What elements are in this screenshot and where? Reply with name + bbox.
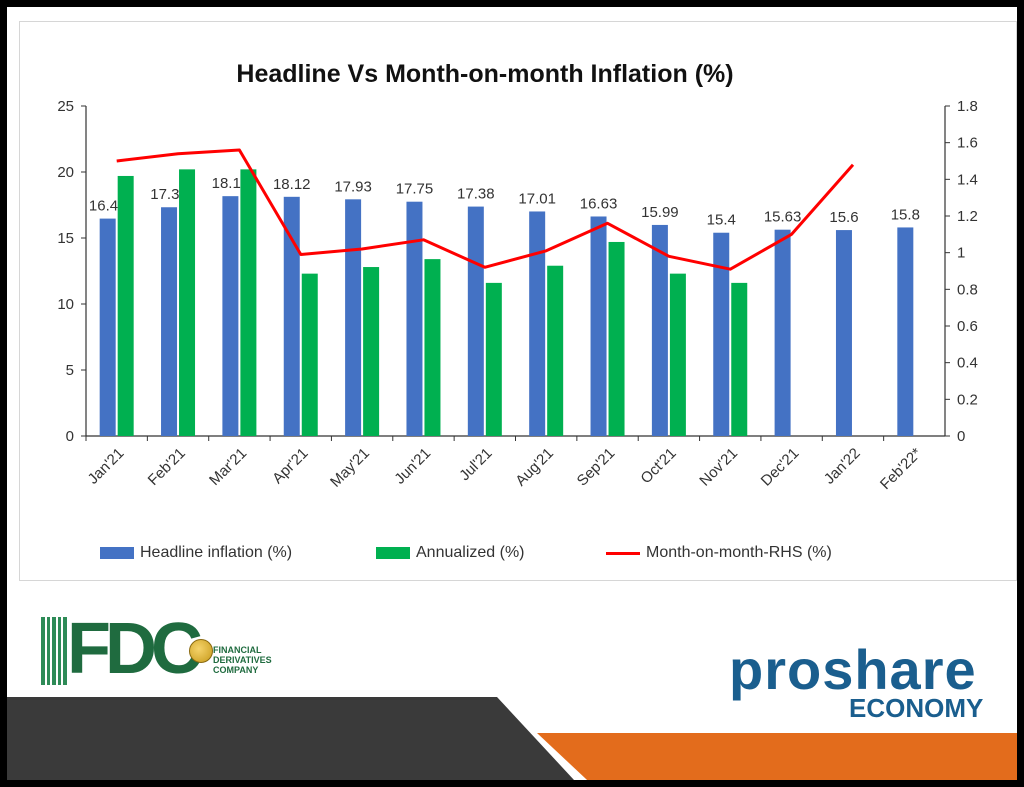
- right-tick-label: 1: [957, 245, 965, 262]
- fdc-logo-bars: [41, 617, 67, 685]
- x-tick-label: Nov'21: [696, 445, 741, 490]
- legend-headline-swatch: [100, 547, 134, 559]
- chart-panel: Headline Vs Month-on-month Inflation (%)…: [19, 21, 1017, 581]
- right-tick-label: 1.8: [957, 98, 978, 115]
- right-tick-label: 0.8: [957, 281, 978, 298]
- annualized-bar: [301, 273, 318, 436]
- headline-bar: [161, 207, 178, 436]
- headline-data-label: 16.63: [580, 195, 618, 212]
- headline-bar: [651, 224, 668, 436]
- proshare-logo-wordmark: proshare: [729, 638, 977, 701]
- chart-svg: 0 5 10 15 20 25 0 0.2 0.4 0.6 0.8 1 1.2 1.4 1.6 1.8 16.4…: [57, 98, 978, 493]
- x-tick-label: Apr'21: [269, 445, 311, 487]
- x-tick-label: Jul'21: [456, 445, 495, 484]
- legend-annualized-label: Annualized (%): [416, 544, 525, 561]
- fdc-logo: FDC FINANCIAL DERIVATIVES COMPANY: [41, 609, 281, 699]
- x-tick-label: May'21: [327, 445, 373, 491]
- headline-data-label: 16.47: [89, 198, 127, 215]
- right-tick-label: 1.4: [957, 171, 978, 188]
- legend-mom-label: Month-on-month-RHS (%): [646, 544, 832, 561]
- headline-bar: [283, 196, 300, 436]
- x-tick-label: Aug'21: [512, 445, 557, 490]
- headline-bar: [897, 227, 914, 436]
- headline-data-label: 15.8: [891, 206, 920, 223]
- annualized-bar: [731, 282, 748, 436]
- globe-icon: [189, 639, 213, 663]
- headline-data-label: 17.38: [457, 186, 495, 203]
- headline-data-label: 15.99: [641, 204, 679, 221]
- annualized-bar: [117, 175, 134, 436]
- x-tick-label: Mar'21: [206, 445, 250, 489]
- right-tick-label: 0.6: [957, 318, 978, 335]
- left-tick-label: 0: [66, 428, 74, 445]
- x-tick-label: Sep'21: [574, 445, 619, 490]
- left-tick-label: 15: [57, 230, 74, 247]
- legend-headline-label: Headline inflation (%): [140, 544, 293, 561]
- x-tick-label: Feb'22*: [877, 445, 925, 493]
- left-tick-label: 10: [57, 296, 74, 313]
- x-tick-label: Jan'22: [821, 445, 864, 488]
- headline-bar: [529, 211, 546, 436]
- annualized-bar: [608, 241, 625, 436]
- right-tick-label: 0: [957, 428, 965, 445]
- headline-data-label: 18.12: [273, 176, 311, 193]
- annualized-bar: [424, 259, 441, 436]
- headline-data-label: 15.63: [764, 209, 802, 226]
- headline-bar: [774, 229, 791, 436]
- fdc-logo-subtitle: FINANCIAL DERIVATIVES COMPANY: [213, 645, 272, 675]
- right-tick-label: 1.6: [957, 135, 978, 152]
- legend-mom-swatch: [606, 551, 640, 555]
- headline-bar: [590, 216, 607, 436]
- left-tick-label: 20: [57, 164, 74, 181]
- left-tick-label: 25: [57, 98, 74, 115]
- right-tick-label: 1.2: [957, 208, 978, 225]
- x-tick-label: Jun'21: [391, 445, 434, 488]
- legend-annualized-swatch: [376, 547, 410, 559]
- headline-data-label: 17.75: [396, 181, 434, 198]
- chart-title: Headline Vs Month-on-month Inflation (%): [236, 60, 734, 88]
- headline-bar: [406, 201, 423, 436]
- headline-bar: [222, 196, 239, 436]
- left-tick-label: 5: [66, 362, 74, 379]
- legend-annualized: Annualized (%): [376, 544, 525, 562]
- proshare-logo-subtitle: ECONOMY: [849, 693, 984, 723]
- annualized-bar: [363, 267, 380, 436]
- x-tick-label: Oct'21: [637, 445, 679, 487]
- x-tick-label: Dec'21: [758, 445, 803, 490]
- headline-data-label: 15.6: [829, 209, 858, 226]
- annualized-bar: [669, 273, 686, 436]
- fdc-subtitle-line1: FINANCIAL: [213, 645, 262, 655]
- fdc-subtitle-line2: DERIVATIVES: [213, 655, 272, 665]
- headline-bar: [345, 199, 362, 436]
- headline-data-label: 17.93: [334, 178, 372, 195]
- legend-headline: Headline inflation (%): [100, 544, 292, 562]
- headline-bar: [467, 206, 484, 436]
- annualized-bar: [179, 169, 196, 437]
- fdc-subtitle-line3: COMPANY: [213, 665, 259, 675]
- dark-band: [7, 697, 575, 780]
- headline-bar: [713, 232, 730, 436]
- headline-data-label: 15.4: [707, 212, 736, 229]
- right-tick-label: 0.4: [957, 355, 978, 372]
- mom-line: [116, 148, 855, 271]
- annualized-bar: [240, 169, 257, 437]
- fdc-logo-letters: FDC: [67, 609, 203, 689]
- annualized-bar: [485, 282, 502, 436]
- x-tick-label: Jan'21: [85, 445, 128, 488]
- headline-data-label: 18.17: [212, 175, 250, 192]
- annualized-bar: [547, 265, 564, 436]
- headline-bar: [99, 218, 116, 436]
- right-tick-label: 0.2: [957, 391, 978, 408]
- x-tick-label: Feb'21: [145, 445, 189, 489]
- headline-bar: [835, 230, 852, 436]
- orange-band: [537, 733, 1017, 780]
- legend-mom: Month-on-month-RHS (%): [606, 544, 832, 562]
- headline-data-label: 17.33: [150, 186, 188, 203]
- headline-data-label: 17.01: [518, 190, 556, 207]
- bottom-decor: [7, 697, 1017, 780]
